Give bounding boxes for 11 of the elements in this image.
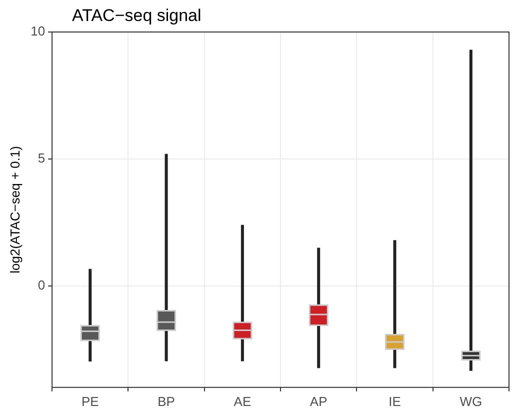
- y-tick-label: 5: [38, 150, 46, 166]
- x-tick-label: AP: [310, 394, 328, 409]
- chart-title: ATAC−seq signal: [72, 6, 202, 26]
- x-tick-label: AE: [234, 394, 252, 409]
- x-tick-label: WG: [460, 394, 482, 409]
- y-tick-label: 0: [38, 277, 46, 292]
- y-axis-title: log2(ATAC−seq + 0.1): [7, 146, 22, 274]
- x-tick-label: IE: [388, 394, 402, 409]
- x-tick-label: BP: [158, 394, 175, 409]
- y-tick-label: 10: [30, 24, 46, 39]
- x-tick-label: PE: [81, 394, 100, 409]
